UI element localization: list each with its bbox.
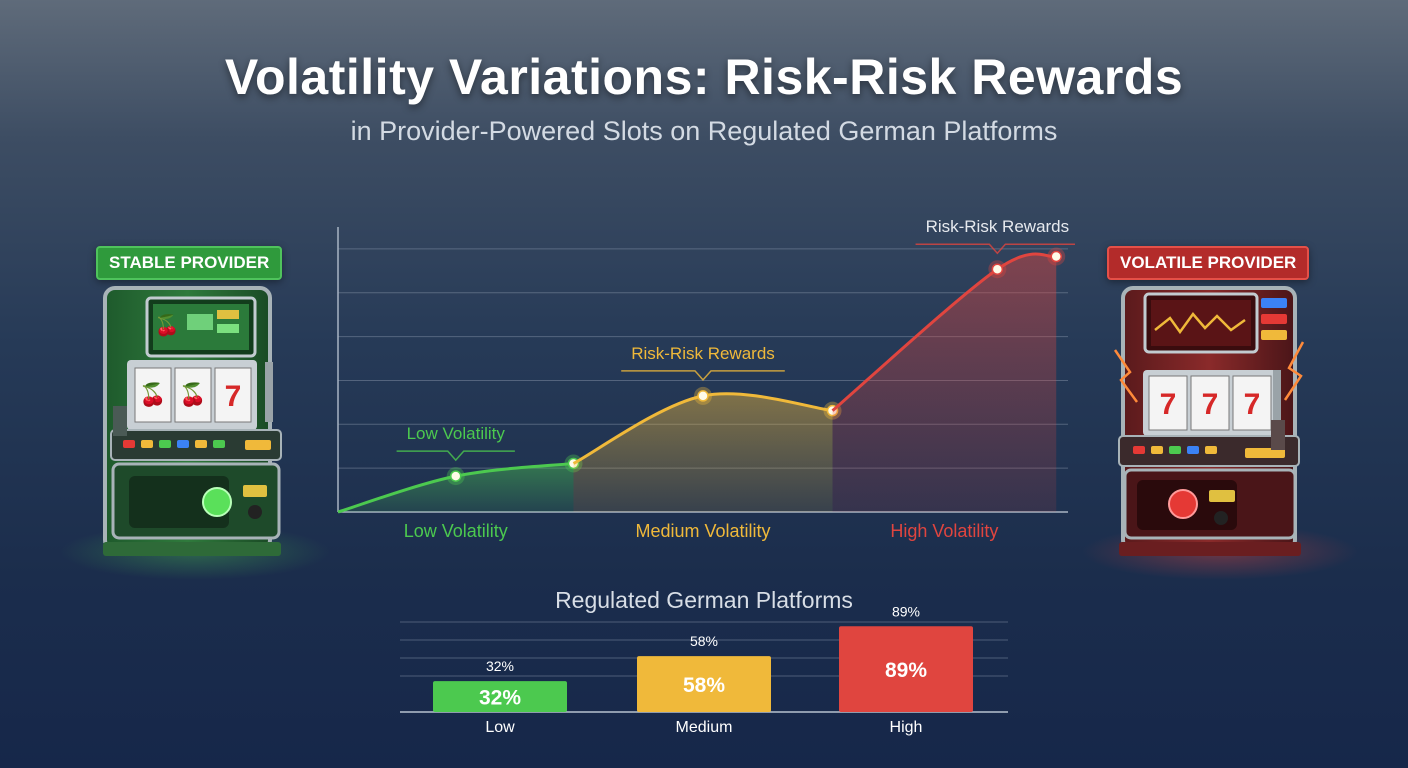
bar-high <box>839 626 973 712</box>
bar-value-label: 89% <box>885 659 927 682</box>
bar-top-label: 58% <box>690 633 718 649</box>
data-point <box>697 390 709 402</box>
annotation-label: Risk-Risk Rewards <box>926 217 1070 236</box>
reel-2 <box>1190 375 1230 431</box>
annotation-label: Low Volatility <box>407 424 506 443</box>
bar-top-label: 32% <box>486 658 514 674</box>
spin-button <box>202 487 232 517</box>
reel-3-symbol: 7 <box>225 380 242 413</box>
reel-2-symbol: 🍒 <box>179 382 206 408</box>
bar-chart-title: Regulated German Platforms <box>555 587 853 613</box>
reel-3 <box>1232 375 1272 431</box>
annotation-pointer <box>915 243 1075 255</box>
line-high-volatility <box>831 252 1057 412</box>
area-medium-volatility <box>573 393 833 512</box>
annotation-callout: Risk-Risk Rewards <box>621 344 785 382</box>
annotation-pointer <box>621 370 785 382</box>
spin-button <box>1168 489 1198 519</box>
stable-provider-badge: STABLE PROVIDER <box>96 246 283 280</box>
volatility-area-chart: Low Volatility Risk-Risk Rewards Risk-Risk… <box>337 217 1075 541</box>
reel-1 <box>1148 375 1188 431</box>
chart-subtitle: in Provider-Powered Slots on Regulated G… <box>350 116 1058 146</box>
bar-low <box>433 681 567 712</box>
reel-3 <box>214 367 252 423</box>
reel-2-symbol: 7 <box>1202 388 1219 421</box>
data-point <box>991 263 1004 275</box>
data-point <box>1050 250 1062 263</box>
bar-medium <box>637 656 771 712</box>
x-tick-label: Low Volatility <box>404 521 508 541</box>
annotation-pointer <box>396 450 515 462</box>
x-tick-label: Medium <box>676 719 733 736</box>
reel-2 <box>174 367 212 423</box>
x-tick-label: Medium Volatility <box>635 521 770 541</box>
bar-value-label: 58% <box>683 674 725 697</box>
chart-title: Volatility Variations: Risk-Risk Rewards <box>224 49 1184 105</box>
reel-3-symbol: 7 <box>1244 388 1261 421</box>
area-high-volatility <box>832 254 1057 512</box>
data-point <box>449 470 462 482</box>
volatile-provider-badge: VOLATILE PROVIDER <box>1107 246 1310 280</box>
stable-slot-machine-illustration: 🍒 🍒 🍒 7 <box>60 286 330 580</box>
area-low-volatility <box>338 463 574 512</box>
bar-value-label: 32% <box>479 687 521 710</box>
reel-1-symbol: 7 <box>1160 388 1177 421</box>
annotation-label: Risk-Risk Rewards <box>631 344 775 363</box>
bar-top-label: 89% <box>892 603 920 619</box>
reel-1-symbol: 🍒 <box>139 382 166 408</box>
screen-cherry: 🍒 <box>155 313 180 337</box>
reel-1 <box>134 367 172 423</box>
x-tick-label: Low <box>485 719 515 736</box>
x-tick-label: High Volatility <box>890 521 998 541</box>
volatile-slot-machine-illustration: 7 7 7 <box>1082 286 1358 580</box>
platform-bar-chart: 32% 32% Low 58% 58% Medium 89% 89% High <box>400 603 1008 736</box>
annotation-callout: Low Volatility <box>396 424 515 462</box>
annotation-callout: Risk-Risk Rewards <box>915 217 1075 255</box>
x-tick-label: High <box>890 719 923 736</box>
